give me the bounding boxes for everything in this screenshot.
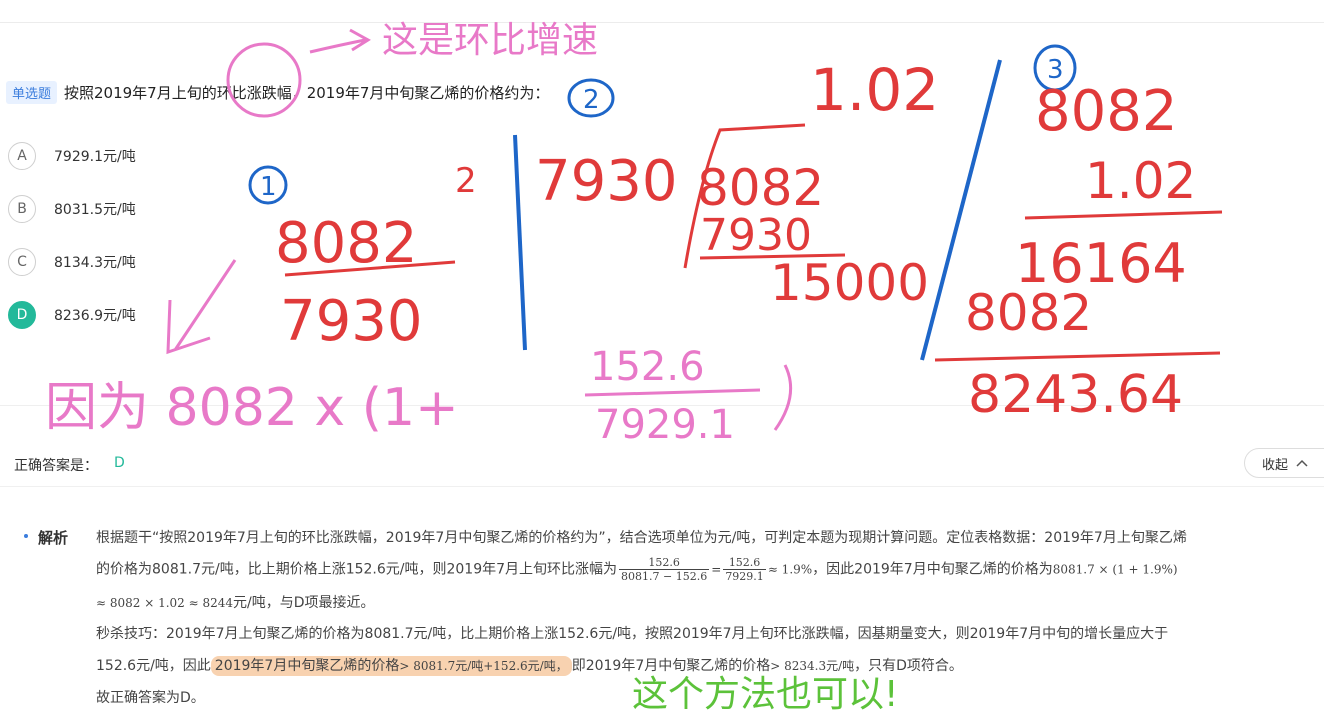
analysis-line-5: 152.6元/吨，因此 2019年7月中旬聚乙烯的价格> 8081.7元/吨+15… bbox=[96, 655, 963, 676]
option-c-letter[interactable]: C bbox=[8, 248, 36, 276]
collapse-label: 收起 bbox=[1262, 457, 1289, 473]
analysis-line-1: 根据题干“按照2019年7月上旬的环比涨跌幅，2019年7月中旬聚乙烯的价格约为… bbox=[96, 527, 1187, 547]
section-divider bbox=[0, 405, 1324, 406]
circle-1: 1 bbox=[260, 172, 277, 202]
option-a-text[interactable]: 7929.1元/吨 bbox=[54, 149, 136, 165]
analysis-p2a: 秒杀技巧：2019年7月上旬聚乙烯的价格为8081.7元/吨，比上期价格上涨15… bbox=[96, 626, 1169, 642]
analysis-p2e: ，只有D项符合。 bbox=[854, 658, 963, 674]
m3-bar-1 bbox=[1024, 210, 1223, 220]
m2-d: 15000 bbox=[770, 254, 929, 312]
pink-paren bbox=[773, 364, 793, 431]
m2-a: 7930 bbox=[535, 149, 678, 214]
m2-c: 7930 bbox=[700, 210, 812, 261]
fraction-2-denominator: 7929.1 bbox=[725, 570, 764, 583]
analysis-line-2: 的价格为8081.7元/吨，比上期价格上涨152.6元/吨，则2019年7月上旬… bbox=[96, 556, 1178, 583]
option-b-letter[interactable]: B bbox=[8, 195, 36, 223]
fraction-2: 152.6 7929.1 bbox=[723, 556, 766, 583]
circle-1-icon bbox=[248, 165, 288, 205]
analysis-p1b: 的价格为8081.7元/吨，比上期价格上涨152.6元/吨，则2019年7月上旬… bbox=[96, 561, 618, 578]
circle-3: 3 bbox=[1047, 55, 1064, 85]
m3-d: 8082 bbox=[965, 284, 1092, 342]
analysis-p1c: ≈ 1.9% bbox=[767, 562, 813, 577]
option-d-letter[interactable]: D bbox=[8, 301, 36, 329]
analysis-p3: 故正确答案为D。 bbox=[96, 690, 205, 706]
bottom-fraction-bar bbox=[584, 388, 761, 397]
collapse-button[interactable]: 收起 bbox=[1244, 448, 1324, 478]
m2-top: 1.02 bbox=[810, 56, 939, 124]
option-c-text[interactable]: 8134.3元/吨 bbox=[54, 255, 136, 271]
option-b-text[interactable]: 8031.5元/吨 bbox=[54, 202, 136, 218]
analysis-p2c: 即2019年7月中旬聚乙烯的价格 bbox=[571, 658, 771, 674]
analysis-p1e: 8081.7 × (1 + 1.9%) bbox=[1052, 562, 1178, 577]
circle-3-icon bbox=[1033, 44, 1077, 92]
fraction-1-denominator: 8081.7 − 152.6 bbox=[621, 570, 708, 583]
m1-sup: 2 bbox=[455, 161, 477, 201]
analysis-p1f: ≈ 8082 × 1.02 ≈ 8244 bbox=[96, 596, 234, 610]
option-a[interactable]: A 7929.1元/吨 bbox=[8, 141, 136, 171]
analysis-p2d: > 8234.3元/吨 bbox=[770, 659, 855, 673]
question-type-tag: 单选题 bbox=[6, 81, 58, 104]
analysis-p2b: 152.6元/吨，因此 bbox=[96, 658, 211, 674]
green-note: 这个方法也可以! bbox=[632, 674, 898, 715]
top-divider bbox=[0, 22, 1324, 23]
correct-answer-label: 正确答案是： bbox=[14, 458, 98, 474]
option-d-text[interactable]: 8236.9元/吨 bbox=[54, 308, 136, 324]
m1-num: 8082 bbox=[275, 211, 418, 276]
circle-2: 2 bbox=[583, 85, 600, 115]
answer-bar bbox=[0, 440, 1324, 487]
highlight-part-1: 2019年7月中旬聚乙烯的价格 bbox=[214, 658, 400, 674]
analysis-p1d: ，因此2019年7月中旬聚乙烯的价格为 bbox=[812, 561, 1053, 578]
pink-arrow-top bbox=[309, 28, 371, 54]
chevron-up-icon bbox=[1296, 459, 1308, 467]
m1-den: 7930 bbox=[280, 289, 423, 354]
option-b[interactable]: B 8031.5元/吨 bbox=[8, 194, 136, 224]
correct-answer-value: D bbox=[114, 455, 125, 471]
option-d[interactable]: D 8236.9元/吨 bbox=[8, 300, 136, 330]
analysis-p1g: 元/吨，与D项最接近。 bbox=[233, 595, 375, 611]
analysis-line-3: ≈ 8082 × 1.02 ≈ 8244元/吨，与D项最接近。 bbox=[96, 592, 375, 612]
fraction-1-numerator: 152.6 bbox=[619, 556, 710, 570]
analysis-bullet-icon bbox=[24, 534, 28, 538]
highlight-part-2: > 8081.7元/吨+152.6元/吨， bbox=[399, 659, 568, 673]
analysis-title: 解析 bbox=[38, 529, 69, 547]
analysis-p1a: 根据题干“按照2019年7月上旬的环比涨跌幅，2019年7月中旬聚乙烯的价格约为… bbox=[96, 530, 1187, 546]
m3-a: 8082 bbox=[1035, 79, 1178, 144]
pink-circle-mark bbox=[226, 42, 302, 118]
m2-bar bbox=[699, 253, 846, 260]
pink-arrow-down bbox=[166, 259, 237, 355]
blue-divider-1 bbox=[513, 134, 527, 351]
m3-c: 16164 bbox=[1015, 232, 1187, 295]
blue-divider-2 bbox=[920, 59, 1002, 361]
analysis-line-4: 秒杀技巧：2019年7月上旬聚乙烯的价格为8081.7元/吨，比上期价格上涨15… bbox=[96, 623, 1168, 643]
note-top: 这是环比增速 bbox=[382, 20, 598, 61]
m3-b: 1.02 bbox=[1085, 152, 1196, 210]
fraction-2-numerator: 152.6 bbox=[723, 556, 766, 570]
option-c[interactable]: C 8134.3元/吨 bbox=[8, 247, 136, 277]
m3-bar-2 bbox=[934, 351, 1221, 362]
m2-division-bracket bbox=[683, 123, 806, 269]
bottom-text: 因为 8082 x (1+ bbox=[45, 378, 459, 438]
m1-bar bbox=[284, 260, 456, 277]
highlighted-text: 2019年7月中旬聚乙烯的价格> 8081.7元/吨+152.6元/吨， bbox=[210, 656, 572, 676]
question-text: 按照2019年7月上旬的环比涨跌幅，2019年7月中旬聚乙烯的价格约为： bbox=[64, 84, 550, 102]
fraction-1: 152.6 8081.7 − 152.6 bbox=[619, 556, 710, 583]
bottom-num: 152.6 bbox=[590, 344, 705, 390]
m3-e: 8243.64 bbox=[968, 365, 1183, 425]
analysis-line-6: 故正确答案为D。 bbox=[96, 687, 205, 707]
circle-2-icon bbox=[567, 78, 615, 118]
option-a-letter[interactable]: A bbox=[8, 142, 36, 170]
m2-b: 8082 bbox=[697, 159, 824, 217]
